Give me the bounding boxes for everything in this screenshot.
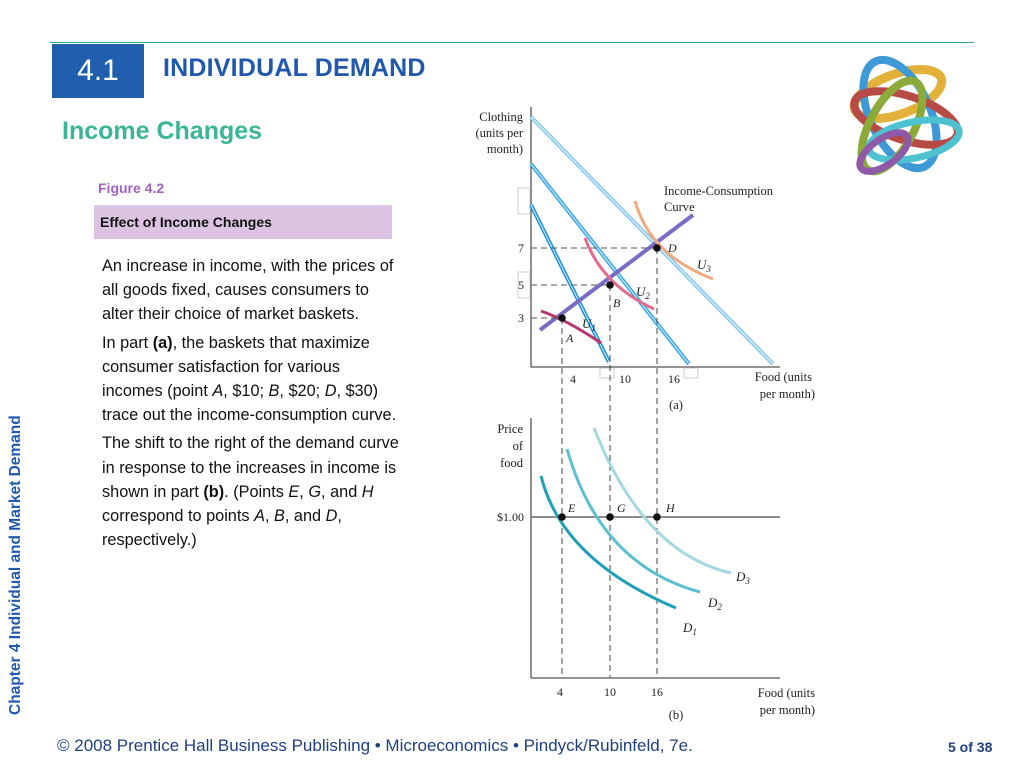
point-d-label: D (667, 241, 677, 255)
point-e (558, 513, 566, 521)
footer-text: © 2008 Prentice Hall Business Publishing… (57, 736, 693, 755)
axis-x-b-label-2: per month) (760, 703, 815, 717)
indifference-curve-u2 (583, 237, 655, 311)
part-b-label: (b) (669, 708, 684, 722)
icc-label-1: Income-Consumption (664, 184, 774, 198)
x-tick-b-4: 4 (557, 685, 563, 699)
point-e-label: E (567, 501, 576, 515)
u2-label: U2 (636, 284, 650, 301)
axis-x-a-label-1: Food (units (755, 370, 812, 384)
part-a-graph: Clothing (units per month) A B D U1 U2 U… (475, 107, 815, 678)
y-tick-5: 5 (518, 278, 524, 292)
x-tick-b-16: 16 (651, 685, 663, 699)
part-b-graph: Price of food $1.00 E G H D1 D2 D3 4 10 … (497, 418, 815, 722)
section-number: 4.1 (52, 44, 144, 98)
d3-label: D3 (735, 569, 750, 586)
income-consumption-curve (538, 213, 695, 332)
x-tick-a-10: 10 (619, 372, 631, 386)
point-d (653, 244, 661, 252)
axis-x-a-label-2: per month) (760, 387, 815, 401)
x-tick-a-4: 4 (570, 372, 576, 386)
point-a-label: A (565, 331, 574, 345)
decorative-rings-logo (849, 55, 963, 176)
description-paragraph-3: The shift to the right of the demand cur… (102, 434, 399, 550)
demand-curve-d1 (539, 475, 677, 610)
axis-y-a-label-1: Clothing (479, 110, 524, 124)
header-rule (50, 42, 974, 43)
x-tick-a-16: 16 (668, 372, 680, 386)
u3-label: U3 (697, 257, 711, 274)
slide-title: INDIVIDUAL DEMAND (163, 54, 426, 82)
y-tick-7: 7 (518, 241, 524, 255)
demand-curve-d2 (565, 448, 701, 594)
description-paragraph-1: An increase in income, with the prices o… (102, 257, 394, 324)
point-g-label: G (617, 501, 626, 515)
point-h (653, 513, 661, 521)
axis-y-b-label-3: food (500, 456, 524, 470)
price-label: $1.00 (497, 510, 524, 524)
axis-y-b-label-1: Price (497, 422, 523, 436)
point-h-label: H (665, 501, 676, 515)
figure-caption: Effect of Income Changes (100, 214, 272, 230)
figure-description: An increase in income, with the prices o… (102, 254, 402, 556)
income-demand-figure: Clothing (units per month) A B D U1 U2 U… (475, 107, 815, 722)
point-b (606, 281, 614, 289)
u1-label: U1 (582, 316, 596, 333)
chapter-label: Chapter 4 Individual and Market Demand (7, 415, 24, 715)
point-a (558, 314, 566, 322)
point-g (606, 513, 614, 521)
description-paragraph-2: In part (a), the baskets that maximize c… (102, 333, 397, 425)
y-tick-3: 3 (518, 311, 524, 325)
indifference-curve-u1 (540, 309, 602, 345)
d2-label: D2 (707, 595, 722, 612)
axis-y-b-label-2: of (513, 439, 524, 453)
indifference-curve-u3 (633, 200, 714, 281)
icc-label-2: Curve (664, 200, 695, 214)
figure-caption-box: Effect of Income Changes (94, 205, 392, 239)
figure-label: Figure 4.2 (98, 180, 165, 196)
axis-y-a-label-2: (units per (475, 126, 523, 140)
page-number: 5 of 38 (948, 739, 993, 755)
x-tick-b-10: 10 (604, 685, 616, 699)
part-a-label: (a) (669, 398, 683, 412)
point-b-label: B (613, 296, 621, 310)
axis-x-b-label-1: Food (units (758, 686, 815, 700)
axis-y-a-label-3: month) (487, 142, 523, 156)
demand-curve-d3 (592, 427, 732, 575)
slide-subtitle: Income Changes (62, 117, 263, 145)
d1-label: D1 (682, 620, 697, 637)
